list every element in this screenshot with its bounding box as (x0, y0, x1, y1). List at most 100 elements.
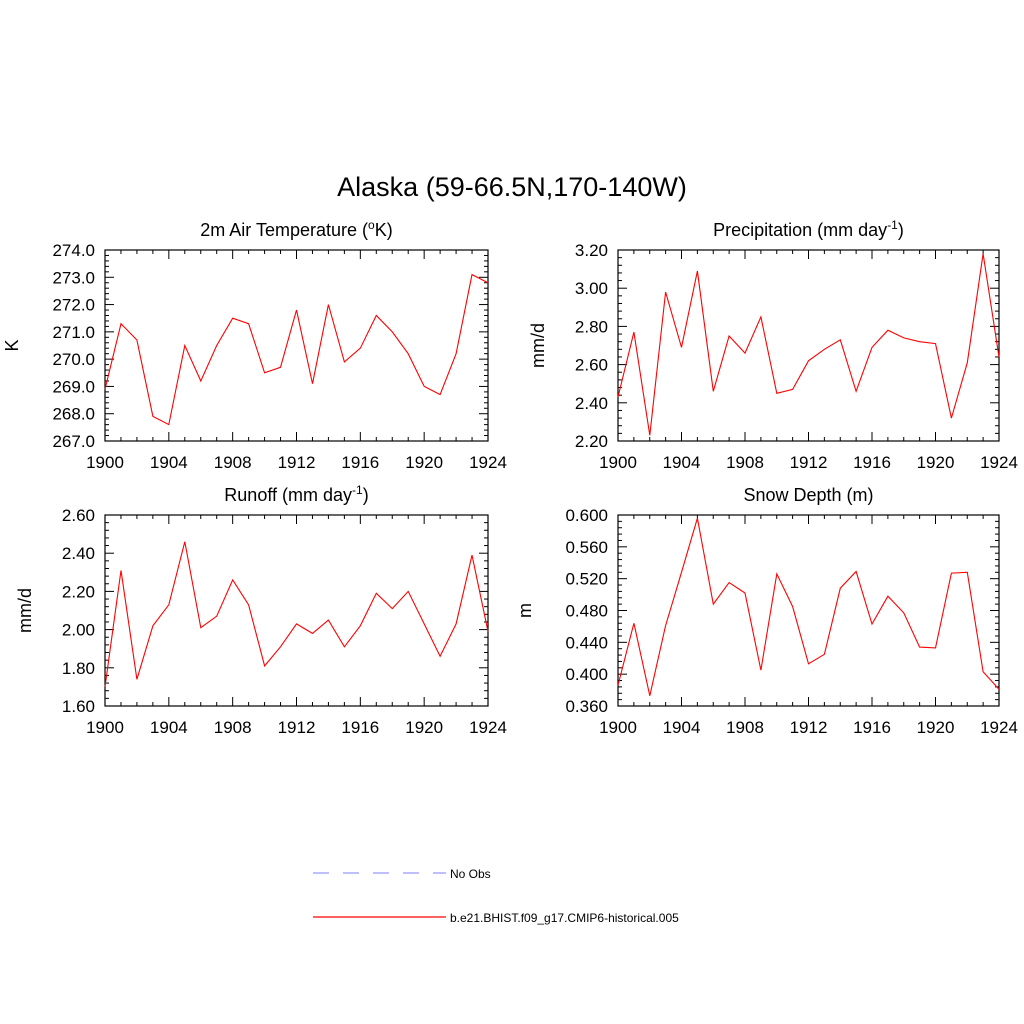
data-point (776, 392, 778, 394)
y-tick-label: 268.0 (52, 405, 95, 424)
data-point (871, 347, 873, 349)
panel-title-text: Snow Depth (m) (743, 485, 873, 505)
data-point (649, 695, 651, 697)
y-tick-label: 0.600 (565, 506, 608, 525)
panel-title-superscript: -1 (352, 483, 363, 497)
x-tick-label: 1924 (980, 453, 1018, 472)
panel-title: Runoff (mm day-1) (224, 483, 368, 505)
y-axis-label: mm/d (15, 588, 35, 633)
y-tick-label: 0.440 (565, 633, 608, 652)
y-tick-label: 2.80 (575, 317, 608, 336)
x-tick-label: 1900 (599, 718, 637, 737)
data-point (423, 623, 425, 625)
data-point (439, 656, 441, 658)
data-point (200, 627, 202, 629)
data-point (375, 315, 377, 317)
data-point (168, 604, 170, 606)
data-point (232, 317, 234, 319)
y-tick-label: 2.20 (575, 432, 608, 451)
data-point (951, 417, 953, 419)
data-point (152, 625, 154, 627)
data-point (136, 339, 138, 341)
data-point (423, 386, 425, 388)
y-axis-label: mm/d (528, 323, 548, 368)
data-point (919, 646, 921, 648)
data-point (871, 623, 873, 625)
data-point (649, 434, 651, 436)
data-point (344, 646, 346, 648)
plot-frame (104, 514, 489, 707)
y-tick-label: 3.20 (575, 241, 608, 260)
data-point (808, 663, 810, 665)
y-tick-label: 270.0 (52, 350, 95, 369)
data-point (760, 316, 762, 318)
data-point (360, 347, 362, 349)
panel-title: Snow Depth (m) (743, 485, 873, 505)
data-point (312, 633, 314, 635)
data-point (681, 572, 683, 574)
y-tick-label: 2.60 (62, 506, 95, 525)
data-point (391, 331, 393, 333)
y-tick-label: 273.0 (52, 268, 95, 287)
data-point (439, 394, 441, 396)
data-point (360, 625, 362, 627)
data-point (184, 345, 186, 347)
panel-title-superscript: o (368, 218, 375, 232)
figure-title: Alaska (59-66.5N,170-140W) (337, 172, 687, 202)
x-tick-label: 1908 (726, 453, 764, 472)
data-point (104, 686, 106, 688)
data-point (375, 593, 377, 595)
x-tick-label: 1916 (341, 718, 379, 737)
data-point (264, 665, 266, 667)
x-tick-label: 1912 (790, 453, 828, 472)
x-tick-label: 1912 (278, 718, 316, 737)
data-point (391, 608, 393, 610)
plot-frame (617, 249, 1000, 442)
data-point (966, 362, 968, 364)
x-tick-label: 1908 (726, 718, 764, 737)
x-tick-label: 1920 (917, 718, 955, 737)
y-tick-label: 2.20 (62, 582, 95, 601)
y-tick-label: 2.40 (575, 394, 608, 413)
data-point (935, 647, 937, 649)
chart-panel-1: 1900 1904 1908 1912 1916 1920 1924 267.0 268.0 26… (2, 218, 507, 472)
panel-title-text: 2m Air Temperature ( (200, 220, 368, 240)
panel-title-suffix: K) (375, 220, 393, 240)
legend-item: No Obs (313, 867, 491, 881)
chart-panel-4: 1900 1904 1908 1912 1916 1920 1924 0.360 0.400 0.… (515, 485, 1018, 737)
data-point (681, 347, 683, 349)
legend-item: b.e21.BHIST.f09_g17.CMIP6-historical.005 (313, 911, 679, 925)
data-point (617, 685, 619, 687)
data-point (328, 619, 330, 621)
y-axis-label: m (515, 603, 535, 618)
plot-frame (104, 249, 489, 442)
series-line (104, 273, 489, 426)
chart-panels: 1900 1904 1908 1912 1916 1920 1924 267.0 268.0 26… (2, 218, 1018, 737)
x-tick-label: 1920 (917, 453, 955, 472)
data-point (919, 341, 921, 343)
data-point (760, 669, 762, 671)
legend: No Obs b.e21.BHIST.f09_g17.CMIP6-historic… (313, 867, 679, 925)
data-point (712, 603, 714, 605)
data-point (792, 389, 794, 391)
data-point (471, 554, 473, 556)
panel-title: 2m Air Temperature (oK) (200, 218, 392, 240)
data-point (216, 345, 218, 347)
legend-label: b.e21.BHIST.f09_g17.CMIP6-historical.005 (450, 911, 679, 925)
y-tick-label: 272.0 (52, 296, 95, 315)
data-point (344, 361, 346, 363)
y-tick-label: 0.520 (565, 570, 608, 589)
x-tick-label: 1920 (405, 453, 443, 472)
data-point (887, 329, 889, 331)
y-tick-label: 269.0 (52, 377, 95, 396)
panel-title-suffix: ) (363, 485, 369, 505)
data-point (312, 383, 314, 385)
data-point (216, 615, 218, 617)
chart-panel-2: 1900 1904 1908 1912 1916 1920 1924 2.20 2.40 2.60… (528, 218, 1018, 472)
data-point (471, 274, 473, 276)
data-point (697, 270, 699, 272)
y-tick-label: 2.60 (575, 356, 608, 375)
data-point (839, 587, 841, 589)
data-point (248, 323, 250, 325)
